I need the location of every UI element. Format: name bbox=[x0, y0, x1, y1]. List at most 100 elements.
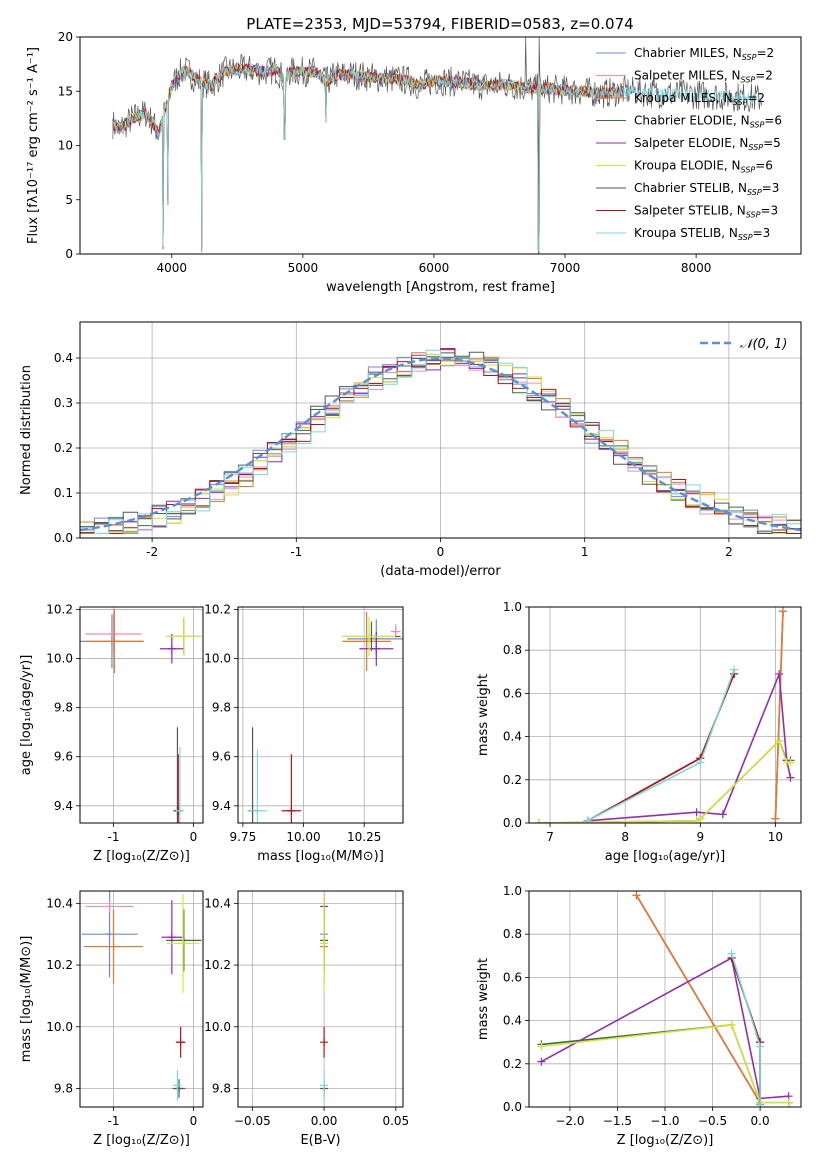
x-tick-label: 0 bbox=[190, 1114, 198, 1128]
legend-label: Chabrier ELODIE, NSSP=6 bbox=[634, 114, 782, 130]
error-point-kroupa-stelib bbox=[175, 746, 184, 823]
weight-line bbox=[587, 669, 735, 822]
x-tick-label: 0 bbox=[437, 545, 445, 559]
weight-marker bbox=[784, 1098, 793, 1107]
x-tick-label: -1 bbox=[108, 830, 120, 844]
tick-group: -2 -1 0 1 2 0.0 0.1 0.2 0.3 0.4 bbox=[54, 351, 733, 559]
y-tick-label: 0.2 bbox=[503, 773, 522, 787]
y-tick-label: 0.2 bbox=[503, 1057, 522, 1071]
error-point-kroupa-miles bbox=[342, 611, 391, 671]
error-point-salpeter-miles bbox=[85, 614, 142, 654]
y-tick-label: 1.0 bbox=[503, 884, 522, 898]
weight-line bbox=[541, 1024, 789, 1104]
tick-group: 4000 5000 6000 7000 8000 0 5 10 15 20 bbox=[58, 30, 712, 275]
x-tick-label: 10.25 bbox=[347, 830, 381, 844]
x-tick-label: −0.05 bbox=[234, 1114, 271, 1128]
weight-marker bbox=[537, 1057, 546, 1066]
x-axis-label: Z [log₁₀(Z/Z⊙)] bbox=[93, 1133, 190, 1148]
point-marker bbox=[167, 933, 176, 942]
error-point-kroupa-miles bbox=[83, 909, 144, 984]
point-marker bbox=[179, 939, 188, 948]
weight-marker bbox=[692, 808, 701, 817]
legend-label: Kroupa MILES, NSSP=2 bbox=[634, 91, 765, 107]
point-marker bbox=[320, 939, 329, 948]
point-marker bbox=[320, 1081, 329, 1090]
x-tick-label: 9.75 bbox=[229, 830, 256, 844]
plot-frame bbox=[79, 36, 802, 255]
error-point-kroupa-stelib bbox=[173, 1069, 182, 1101]
legend-label: Chabrier STELIB, NSSP=3 bbox=[634, 181, 779, 197]
y-axis-label: mass weight bbox=[476, 958, 491, 1040]
y-tick-label: 10.0 bbox=[46, 652, 73, 666]
y-axis-label: mass weight bbox=[476, 674, 491, 756]
histogram-kroupa-stelib bbox=[80, 349, 801, 534]
weight-series-kroupa-stelib bbox=[727, 949, 765, 1107]
weight-marker bbox=[718, 810, 727, 819]
weight-line bbox=[774, 611, 784, 819]
x-axis-label: wavelength [Angstrom, rest frame] bbox=[326, 280, 555, 295]
error-point-salpeter-elodie bbox=[161, 900, 183, 975]
point-marker bbox=[105, 902, 114, 911]
grid bbox=[80, 607, 203, 823]
weight-marker bbox=[786, 758, 795, 767]
weight-series-kroupa-miles bbox=[771, 607, 787, 823]
grid bbox=[529, 606, 801, 824]
weight-marker bbox=[727, 1020, 736, 1029]
x-tick-label: 0 bbox=[190, 830, 198, 844]
point-marker bbox=[320, 1038, 329, 1047]
y-tick-label: 15 bbox=[58, 84, 73, 98]
error-point-salpeter-stelib bbox=[175, 1026, 186, 1058]
y-tick-label: 0 bbox=[65, 247, 73, 261]
grid bbox=[238, 891, 403, 1107]
massweight_vs_Z-panel: −2.0 −1.5 −1.0 −0.5 0.0 0.0 0.2 0.4 0.6 0.8 1.0 Z [… bbox=[476, 884, 802, 1148]
error-point-salpeter-elodie bbox=[359, 631, 394, 666]
point-marker bbox=[176, 1038, 185, 1047]
weight-marker bbox=[583, 816, 592, 823]
y-tick-label: 9.8 bbox=[54, 1081, 73, 1095]
y-tick-label: 0.1 bbox=[54, 486, 73, 500]
weight-marker bbox=[632, 891, 641, 900]
y-tick-label: 9.4 bbox=[212, 799, 231, 813]
point-marker bbox=[179, 632, 188, 641]
weight-marker bbox=[696, 814, 705, 823]
mass_vs_EBV-panel: −0.05 0.00 0.05 9.8 10.0 10.2 10.4 E(B-V) bbox=[204, 890, 409, 1148]
grid bbox=[80, 891, 203, 1107]
y-tick-label: 10.0 bbox=[204, 1020, 231, 1034]
weight-marker bbox=[775, 669, 784, 678]
x-axis-label: age [log₁₀(age/yr)] bbox=[605, 849, 726, 864]
y-axis-label: Normed distribution bbox=[19, 365, 34, 495]
x-axis-label: Z [log₁₀(Z/Z⊙)] bbox=[617, 1133, 714, 1148]
error-point-kroupa-elodie bbox=[166, 616, 202, 657]
y-tick-label: 0.4 bbox=[503, 730, 522, 744]
error-point-kroupa-stelib bbox=[320, 1069, 329, 1101]
x-tick-label: −1.5 bbox=[603, 1114, 632, 1128]
y-tick-label: 0.0 bbox=[503, 816, 522, 830]
y-tick-label: 0.3 bbox=[54, 396, 73, 410]
weight-marker bbox=[537, 1042, 546, 1051]
x-tick-label: 10.00 bbox=[286, 830, 320, 844]
y-tick-label: 10.2 bbox=[46, 958, 73, 972]
point-marker bbox=[391, 627, 400, 636]
error-point-kroupa-elodie bbox=[342, 616, 396, 657]
x-tick-label: 8000 bbox=[681, 261, 712, 275]
x-tick-label: 0.05 bbox=[382, 1114, 409, 1128]
y-tick-label: 10.2 bbox=[204, 958, 231, 972]
plot-frame bbox=[79, 606, 204, 824]
y-tick-label: 10.0 bbox=[204, 652, 231, 666]
error-point-kroupa-elodie bbox=[320, 894, 329, 993]
plot-frame bbox=[79, 890, 204, 1108]
weight-marker bbox=[727, 949, 736, 958]
error-point-salpeter-elodie bbox=[159, 634, 184, 664]
y-tick-label: 0.6 bbox=[503, 686, 522, 700]
weight-series-kroupa-stelib bbox=[583, 665, 739, 823]
y-tick-label: 0.2 bbox=[54, 441, 73, 455]
y-tick-label: 0.0 bbox=[54, 531, 73, 545]
plot-frame bbox=[528, 606, 802, 824]
plot-frame bbox=[237, 890, 404, 1108]
tick-group: −2.0 −1.5 −1.0 −0.5 0.0 0.0 0.2 0.4 0.6 0.8 1.0 bbox=[503, 884, 770, 1128]
y-tick-label: 10.0 bbox=[46, 1020, 73, 1034]
weight-marker bbox=[730, 665, 739, 674]
spectrum-line-kroupa-stelib bbox=[112, 64, 763, 253]
weight-series-kroupa-miles bbox=[632, 891, 765, 1107]
